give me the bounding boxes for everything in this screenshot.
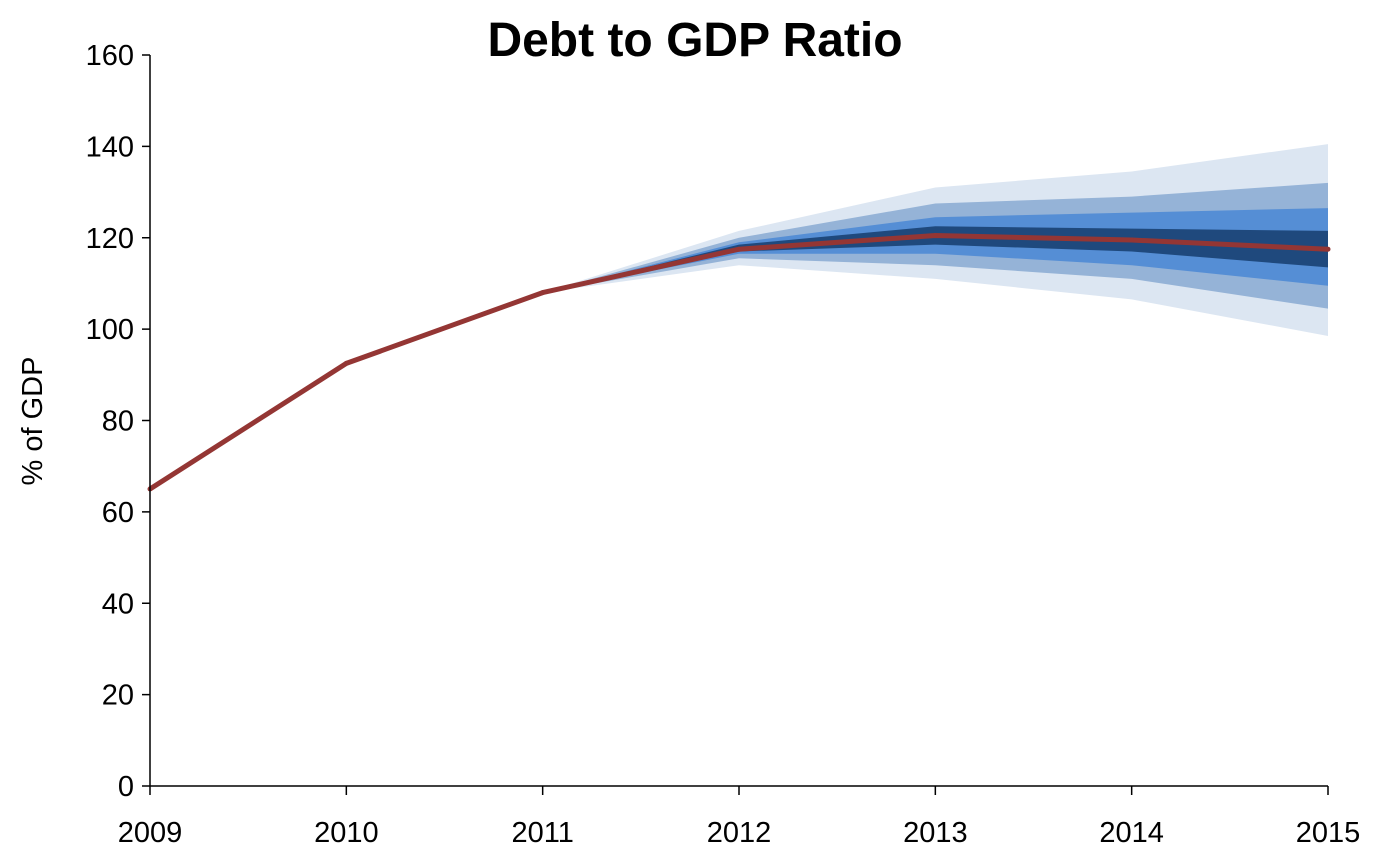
- x-tick-label-2013: 2013: [903, 817, 968, 849]
- chart-title: Debt to GDP Ratio: [487, 14, 902, 67]
- x-tick-label-2010: 2010: [314, 817, 379, 849]
- x-tick-label-2012: 2012: [707, 817, 772, 849]
- y-tick-label-100: 100: [86, 314, 134, 346]
- data-point-2013: [932, 233, 938, 238]
- x-tick-label-2009: 2009: [118, 817, 183, 849]
- y-tick-label-60: 60: [102, 497, 134, 529]
- y-tick-label-20: 20: [102, 680, 134, 712]
- fan-bands: [542, 144, 1328, 336]
- y-tick-label-80: 80: [102, 406, 134, 438]
- data-point-2012: [736, 246, 742, 252]
- y-axis-label: % of GDP: [17, 357, 49, 486]
- data-point-2014: [1129, 237, 1135, 243]
- y-tick-label-140: 140: [86, 131, 134, 163]
- y-tick-label-40: 40: [102, 588, 134, 620]
- y-tick-label-0: 0: [118, 771, 134, 803]
- data-point-2011: [540, 290, 546, 296]
- data-point-2010: [343, 360, 349, 366]
- axes: 0 20 40 60 80 100 120 140 160 2009 2010 2011 2012 201…: [86, 40, 1361, 849]
- y-tick-label-120: 120: [86, 223, 134, 255]
- series-lines: [147, 233, 1331, 492]
- x-tick-label-2014: 2014: [1099, 817, 1164, 849]
- y-tick-label-160: 160: [86, 40, 134, 72]
- data-point-2015: [1325, 246, 1331, 252]
- fan-band-4: [542, 226, 1328, 293]
- x-tick-label-2015: 2015: [1296, 817, 1361, 849]
- x-tick-label-2011: 2011: [511, 817, 573, 849]
